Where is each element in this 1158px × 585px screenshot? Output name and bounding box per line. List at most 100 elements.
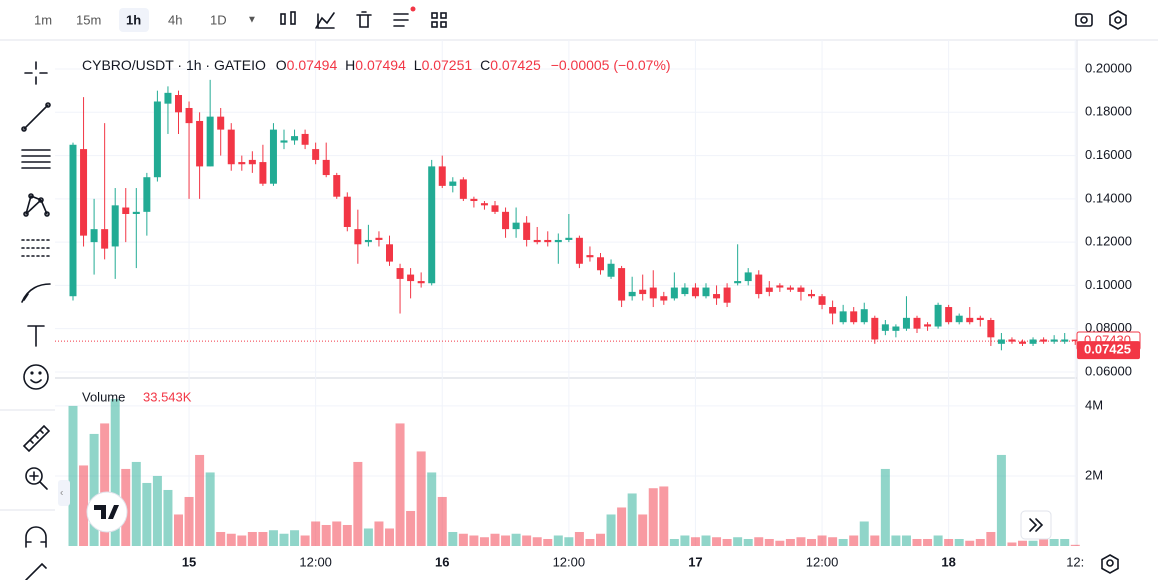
candle-body xyxy=(818,296,826,305)
candle-body xyxy=(670,287,678,299)
candle-body xyxy=(955,315,963,323)
volume-bar xyxy=(701,535,711,546)
y-tick-label: 0.06000 xyxy=(1085,363,1132,378)
interval[interactable]: 1h xyxy=(126,12,141,27)
volume-bar xyxy=(785,538,795,546)
volume-bar xyxy=(68,405,78,546)
candle-body xyxy=(723,287,731,303)
candle-body xyxy=(744,272,752,282)
volume-bar xyxy=(458,533,468,546)
candle-body xyxy=(597,257,604,271)
volume-bar xyxy=(849,535,859,546)
candle-body xyxy=(892,326,900,331)
volume-bar xyxy=(627,493,637,546)
scroll-icon xyxy=(1029,518,1044,532)
candle-body xyxy=(924,324,932,327)
volume-bar xyxy=(226,533,236,546)
volume-bar xyxy=(385,528,394,546)
volume-bar xyxy=(923,538,933,546)
y-tick-label: 0.08000 xyxy=(1085,320,1132,335)
candle-body xyxy=(913,317,921,329)
candle-body xyxy=(987,320,995,338)
candle-body xyxy=(301,133,309,145)
candle-body xyxy=(153,101,161,178)
volume-bar xyxy=(490,533,500,546)
volume-bar xyxy=(1039,538,1049,546)
dropdown-arrow[interactable]: ▼ xyxy=(247,15,257,26)
candle-body xyxy=(122,207,130,214)
logo[interactable] xyxy=(86,491,128,533)
volume-value: 33.543K xyxy=(143,389,192,404)
candle-body xyxy=(575,237,583,264)
volume-bar xyxy=(448,531,458,546)
volume-bar xyxy=(89,433,99,546)
interval-bar: 1m 15m 1h 4h 1D xyxy=(34,8,227,32)
candle-body xyxy=(364,239,372,243)
candle-body xyxy=(80,149,88,236)
volume-bar xyxy=(712,537,722,546)
candle-body xyxy=(459,179,467,199)
volume-bar xyxy=(743,538,753,546)
candle-body xyxy=(185,107,193,124)
candle-body xyxy=(470,198,478,202)
candle-body xyxy=(449,181,457,186)
candle-body xyxy=(291,136,299,141)
candle-body xyxy=(860,309,868,323)
change: −0.00005 (−0.07%) xyxy=(551,57,671,73)
top-icons[interactable] xyxy=(280,10,1127,30)
volume-bar xyxy=(596,533,605,546)
candle-body xyxy=(90,229,98,243)
volume-bar xyxy=(870,535,880,546)
volume-bar xyxy=(131,461,141,546)
candle-body xyxy=(354,229,362,245)
candle-body xyxy=(660,296,668,301)
left-tools[interactable] xyxy=(21,61,51,581)
interval[interactable]: 4h xyxy=(168,12,182,27)
volume-bar xyxy=(174,514,183,546)
candle-body xyxy=(871,317,879,340)
candle-body xyxy=(428,166,436,284)
active-bg[interactable] xyxy=(119,8,149,32)
volume-bar xyxy=(648,488,658,546)
volume-bar xyxy=(469,535,479,546)
x-tick-label: 12:00 xyxy=(553,554,586,569)
candle-body xyxy=(386,244,393,262)
volume-bar xyxy=(838,538,848,546)
candle-body xyxy=(69,144,77,297)
y-tick-label: 0.18000 xyxy=(1085,104,1132,119)
candle-body xyxy=(175,95,182,113)
candle-body xyxy=(786,287,794,290)
volume-bar xyxy=(247,531,257,546)
candle-body xyxy=(976,317,984,321)
x-tick-label: 15 xyxy=(182,554,196,569)
volume-bar xyxy=(986,531,996,546)
y-tick-label: 0.12000 xyxy=(1085,234,1132,249)
volume-tick-label: 4M xyxy=(1085,397,1103,412)
interval[interactable]: 15m xyxy=(76,12,101,27)
volume-bar xyxy=(954,538,964,546)
volume-bar xyxy=(501,535,511,546)
volume-bar xyxy=(216,531,226,546)
interval[interactable]: 1D xyxy=(210,12,227,27)
candle-body xyxy=(691,287,699,297)
candle-body xyxy=(280,140,288,143)
candle-body xyxy=(438,166,446,186)
collapse-handle[interactable] xyxy=(58,480,70,506)
settings-icon[interactable] xyxy=(1101,554,1119,574)
candle-body xyxy=(502,211,510,230)
volume-bar xyxy=(311,521,321,546)
volume-bar xyxy=(374,521,384,546)
interval[interactable]: 1m xyxy=(34,12,52,27)
x-tick-label: 12:00 xyxy=(299,554,332,569)
volume-bar xyxy=(427,472,437,546)
volume-bar xyxy=(416,451,426,546)
volume-bar xyxy=(564,537,574,546)
y-tick-label: 0.20000 xyxy=(1085,60,1132,75)
candle-body xyxy=(111,205,119,247)
candle-body xyxy=(407,274,415,282)
volume-bar xyxy=(395,423,405,546)
collapse-icon[interactable]: ‹ xyxy=(60,488,63,499)
volume-bar xyxy=(944,538,954,546)
volume-bar xyxy=(479,537,489,546)
